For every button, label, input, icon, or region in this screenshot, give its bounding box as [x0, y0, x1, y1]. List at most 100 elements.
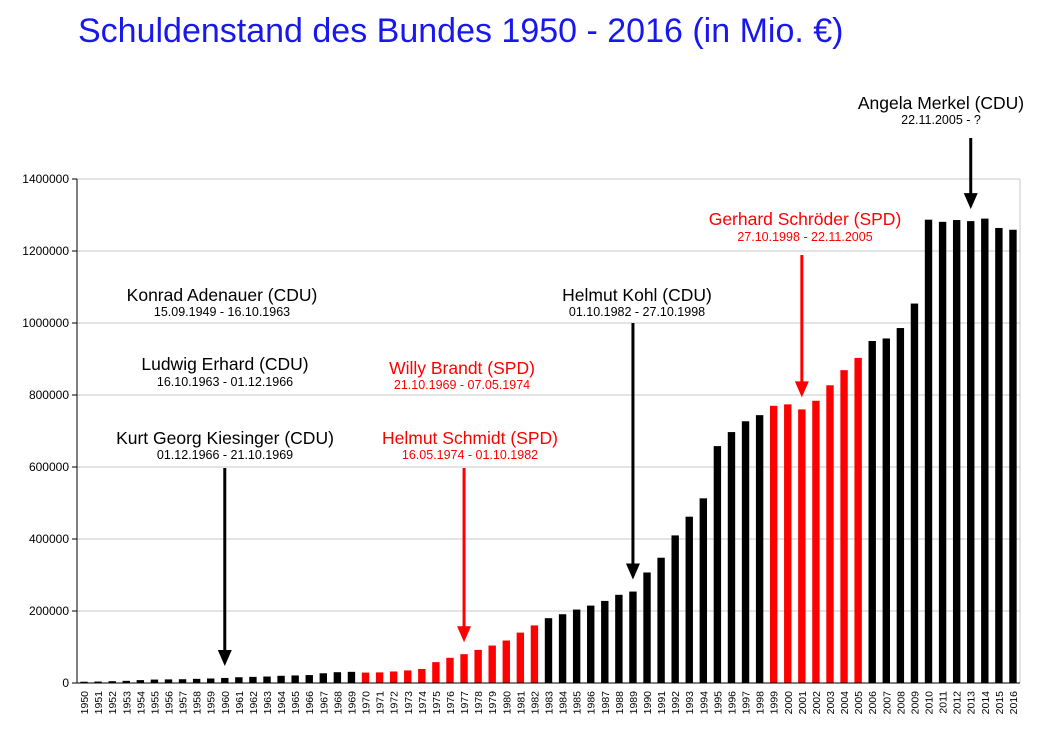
bar-1963: [263, 676, 271, 683]
x-tick-label: 1979: [487, 691, 499, 715]
y-axis-ticks: 0 200000 400000 600000 800000 1000000 1200000 1…: [22, 172, 77, 690]
x-tick-label: 1988: [614, 691, 626, 715]
x-tick-label: 1977: [459, 691, 471, 715]
annotation-arrow-head: [217, 649, 232, 666]
annotations: Konrad Adenauer (CDU)15.09.1949 - 16.10.…: [116, 93, 1024, 666]
x-tick-label: 1978: [473, 691, 485, 715]
y-tick-label: 1200000: [22, 244, 69, 258]
bar-1986: [587, 605, 595, 683]
annotation-name: Helmut Schmidt (SPD): [382, 428, 558, 448]
bar-1958: [192, 678, 201, 683]
bar-1981: [516, 632, 525, 683]
x-tick-label: 2001: [797, 691, 809, 715]
bar-1970: [361, 672, 370, 683]
x-tick-label: 2010: [924, 691, 936, 715]
y-tick-label: 400000: [29, 532, 69, 546]
bar-1962: [249, 676, 257, 683]
bar-1985: [572, 609, 581, 683]
x-tick-label: 1965: [290, 691, 302, 715]
bar-2012: [952, 220, 961, 684]
x-tick-label: 1987: [600, 691, 612, 715]
x-tick-label: 2009: [909, 691, 921, 715]
bar-2008: [896, 328, 905, 683]
bar-2005: [854, 357, 862, 683]
x-tick-label: 1950: [79, 691, 91, 715]
bar-1977: [460, 654, 468, 683]
bar-2004: [840, 370, 848, 683]
bar-1968: [333, 672, 342, 683]
bar-2011: [938, 221, 947, 683]
bar-1999: [769, 405, 778, 683]
bar-1952: [108, 681, 116, 683]
x-tick-label: 2016: [1008, 691, 1020, 715]
bar-1964: [277, 675, 285, 683]
x-tick-label: 1994: [698, 691, 710, 715]
x-tick-label: 1999: [769, 691, 781, 715]
annotation-dates: 16.10.1963 - 01.12.1966: [157, 375, 293, 389]
x-tick-label: 1963: [262, 691, 274, 715]
bar-2003: [826, 385, 834, 683]
annotation-dates: 01.10.1982 - 27.10.1998: [569, 305, 705, 319]
bar-1965: [291, 675, 299, 683]
x-tick-label: 1972: [389, 691, 401, 715]
bar-1998: [755, 415, 764, 683]
bar-1996: [727, 432, 736, 683]
bar-1971: [375, 672, 384, 683]
y-tick-label: 200000: [29, 604, 69, 618]
bar-1988: [615, 594, 623, 683]
bar-1994: [699, 498, 708, 683]
x-tick-label: 1991: [656, 691, 668, 715]
x-tick-label: 1985: [572, 691, 584, 715]
bar-2002: [812, 400, 820, 683]
bar-1961: [235, 677, 243, 683]
bar-1978: [474, 649, 482, 683]
x-tick-label: 1953: [121, 691, 133, 715]
y-tick-label: 1000000: [22, 316, 69, 330]
bar-2015: [995, 227, 1003, 683]
bar-1954: [136, 680, 145, 683]
bar-1997: [741, 421, 750, 683]
x-tick-label: 1952: [107, 691, 119, 715]
x-tick-label: 1995: [712, 691, 724, 715]
axes: [76, 179, 1020, 684]
x-tick-label: 1961: [234, 691, 246, 715]
bar-1991: [657, 557, 665, 683]
annotation-dates: 16.05.1974 - 01.10.1982: [402, 448, 538, 462]
bar-1953: [122, 680, 130, 683]
x-tick-label: 1998: [755, 691, 767, 715]
x-tick-label: 1996: [726, 691, 738, 715]
x-tick-label: 2008: [895, 691, 907, 715]
x-tick-label: 1983: [544, 691, 556, 715]
x-tick-label: 1955: [149, 691, 161, 715]
x-tick-label: 1976: [445, 691, 457, 715]
annotation-name: Ludwig Erhard (CDU): [141, 354, 308, 374]
x-tick-label: 1971: [375, 691, 387, 715]
bar-1989: [629, 591, 637, 683]
x-tick-label: 1959: [206, 691, 218, 715]
bar-2014: [981, 218, 989, 683]
bar-1982: [530, 625, 539, 683]
annotation-arrow-head: [625, 563, 640, 580]
bar-1967: [319, 673, 328, 683]
x-tick-label: 1967: [318, 691, 330, 715]
y-tick-label: 0: [62, 676, 69, 690]
x-tick-label: 1974: [417, 691, 429, 715]
bar-1992: [671, 535, 679, 683]
chart-title: Schuldenstand des Bundes 1950 - 2016 (in…: [78, 12, 844, 50]
bar-2007: [882, 338, 890, 683]
bar-2010: [924, 219, 933, 683]
x-tick-label: 2004: [839, 691, 851, 715]
bar-1955: [150, 679, 159, 683]
bar-2009: [910, 303, 919, 683]
bar-1993: [685, 516, 693, 683]
bar-2006: [868, 341, 876, 683]
x-tick-label: 1986: [586, 691, 598, 715]
bar-1950: [80, 681, 88, 683]
annotation-name: Gerhard Schröder (SPD): [709, 209, 902, 229]
x-tick-label: 2006: [867, 691, 879, 715]
y-tick-label: 1400000: [22, 172, 69, 186]
bar-1987: [601, 600, 609, 683]
bar-1956: [164, 679, 173, 683]
annotation-name: Angela Merkel (CDU): [858, 93, 1024, 113]
